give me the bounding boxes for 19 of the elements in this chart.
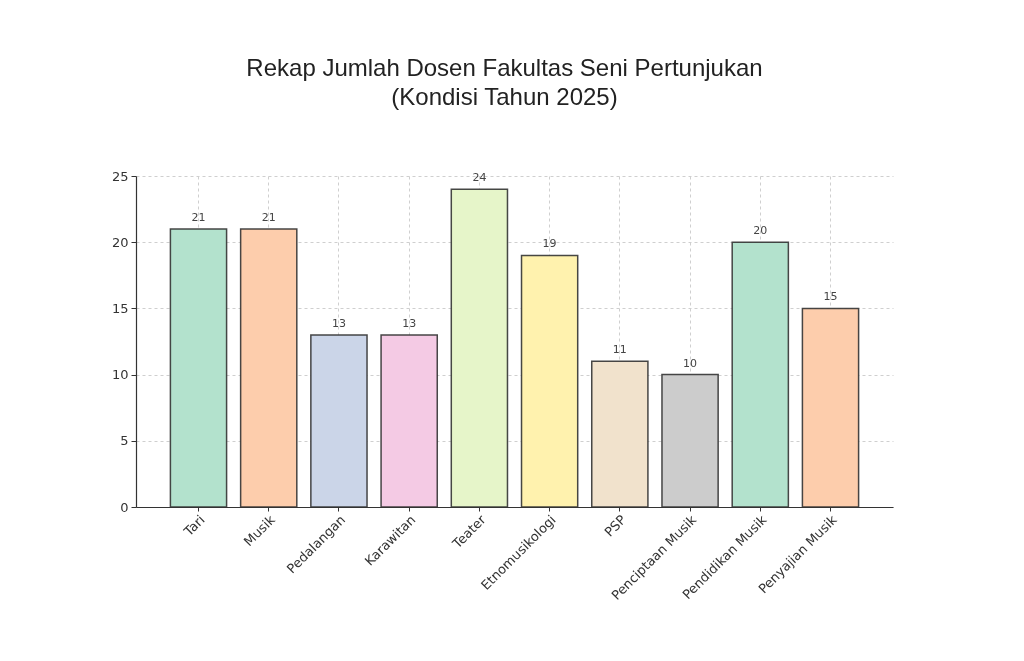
x-tick-label: Tari <box>180 512 208 540</box>
data-label: 13 <box>331 316 346 330</box>
data-label: 15 <box>823 290 838 304</box>
y-tick-label: 20 <box>111 234 129 250</box>
data-label: 10 <box>683 356 698 370</box>
data-label: 24 <box>472 171 487 185</box>
y-tick-label: 25 <box>111 168 129 184</box>
data-label: 11 <box>612 343 627 357</box>
data-label: 19 <box>542 237 557 251</box>
y-tick-label: 15 <box>111 300 129 316</box>
y-tick-label: 0 <box>120 499 129 515</box>
y-tick-label: 5 <box>120 433 129 449</box>
x-tick-label: PSP <box>601 511 630 540</box>
data-label: 21 <box>261 210 276 224</box>
data-label: 21 <box>191 210 206 224</box>
y-tick-label: 10 <box>111 367 129 383</box>
chart-title: Rekap Jumlah Dosen Fakultas Seni Pertunjukan (Kondisi Tahun 2025) <box>246 54 763 110</box>
data-label: 13 <box>402 316 417 330</box>
data-label: 20 <box>753 224 768 238</box>
